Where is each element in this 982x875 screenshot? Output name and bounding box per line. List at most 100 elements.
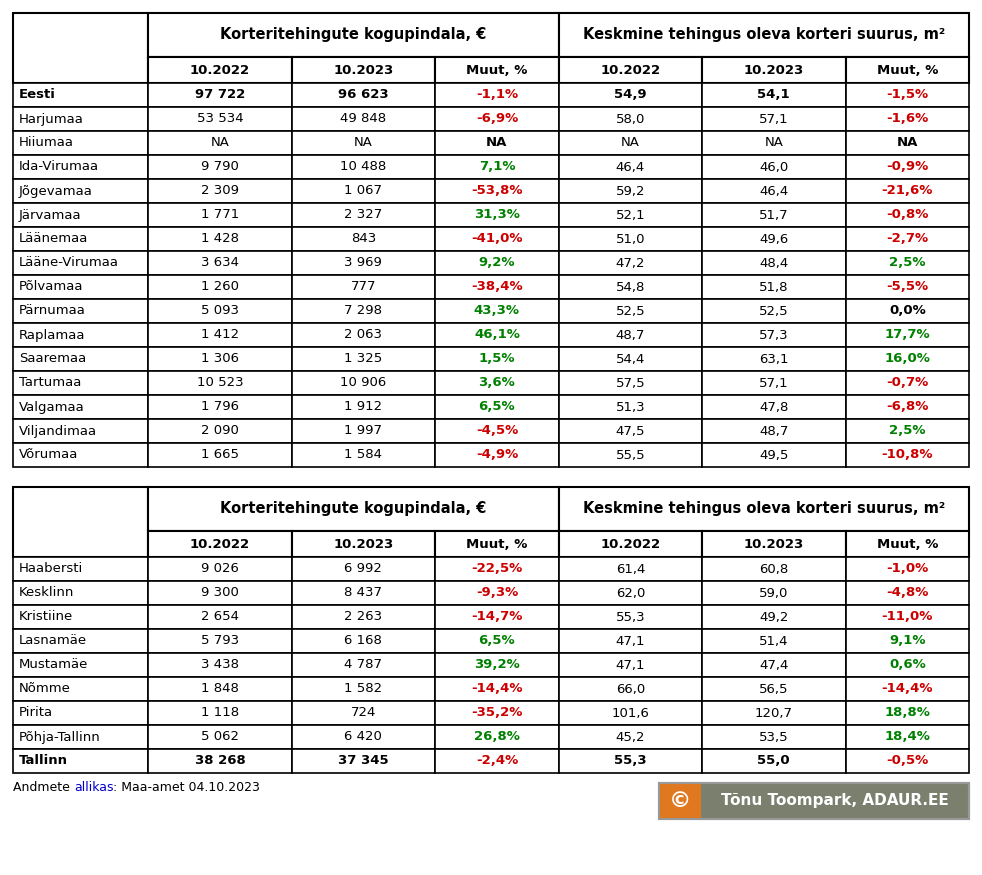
Text: 66,0: 66,0 <box>616 682 645 696</box>
Text: 3 438: 3 438 <box>201 659 239 671</box>
Bar <box>559 653 702 677</box>
Text: 31,3%: 31,3% <box>474 208 519 221</box>
Bar <box>846 227 969 251</box>
Text: 9 300: 9 300 <box>201 586 239 599</box>
Text: 1 912: 1 912 <box>345 401 382 414</box>
Text: 9,2%: 9,2% <box>478 256 516 270</box>
Bar <box>846 605 969 629</box>
Text: NA: NA <box>764 136 784 150</box>
Bar <box>702 653 846 677</box>
Bar <box>435 323 559 347</box>
Text: 120,7: 120,7 <box>755 706 792 719</box>
Text: Saaremaa: Saaremaa <box>19 353 86 366</box>
Bar <box>702 155 846 179</box>
Bar <box>702 629 846 653</box>
Text: Jõgevamaa: Jõgevamaa <box>19 185 93 198</box>
Bar <box>292 83 435 107</box>
Text: 2 063: 2 063 <box>345 328 382 341</box>
Text: 47,2: 47,2 <box>616 256 645 270</box>
Bar <box>148 557 292 581</box>
Text: 843: 843 <box>351 233 376 246</box>
Text: -1,1%: -1,1% <box>476 88 518 102</box>
Text: 1 997: 1 997 <box>345 424 382 438</box>
Bar <box>435 83 559 107</box>
Text: NA: NA <box>210 136 230 150</box>
Bar <box>702 443 846 467</box>
Text: Järvamaa: Järvamaa <box>19 208 82 221</box>
Bar <box>846 443 969 467</box>
Bar <box>702 83 846 107</box>
Bar <box>13 371 148 395</box>
Text: -10,8%: -10,8% <box>882 449 933 461</box>
Text: Muut, %: Muut, % <box>466 64 527 76</box>
Bar <box>148 531 292 557</box>
Bar <box>148 581 292 605</box>
Text: 7 298: 7 298 <box>345 304 382 318</box>
Text: -0,7%: -0,7% <box>886 376 928 389</box>
Bar <box>148 227 292 251</box>
Bar <box>148 701 292 725</box>
Text: 6 420: 6 420 <box>345 731 382 744</box>
Text: -4,9%: -4,9% <box>475 449 518 461</box>
Bar <box>559 629 702 653</box>
Text: 51,3: 51,3 <box>616 401 645 414</box>
Bar <box>292 653 435 677</box>
Text: 59,2: 59,2 <box>616 185 645 198</box>
Bar <box>846 203 969 227</box>
Bar <box>148 749 292 773</box>
Text: 49,2: 49,2 <box>759 611 789 624</box>
Text: 1 665: 1 665 <box>201 449 239 461</box>
Bar <box>702 227 846 251</box>
Bar <box>702 557 846 581</box>
Bar <box>435 347 559 371</box>
Bar <box>435 677 559 701</box>
Text: -35,2%: -35,2% <box>471 706 522 719</box>
Text: Muut, %: Muut, % <box>466 537 527 550</box>
Bar <box>292 57 435 83</box>
Text: 60,8: 60,8 <box>759 563 789 576</box>
Text: 2 263: 2 263 <box>345 611 382 624</box>
Bar <box>435 701 559 725</box>
Bar <box>148 179 292 203</box>
Bar <box>148 299 292 323</box>
Bar <box>13 107 148 131</box>
Text: 10.2022: 10.2022 <box>600 537 661 550</box>
Text: 62,0: 62,0 <box>616 586 645 599</box>
Bar <box>559 605 702 629</box>
Text: Tõnu Toompark, ADAUR.EE: Tõnu Toompark, ADAUR.EE <box>721 794 949 808</box>
Bar <box>148 443 292 467</box>
Text: 1,5%: 1,5% <box>478 353 516 366</box>
Bar <box>292 299 435 323</box>
Text: 63,1: 63,1 <box>759 353 789 366</box>
Text: NA: NA <box>621 136 640 150</box>
Bar <box>13 131 148 155</box>
Bar <box>292 107 435 131</box>
Bar <box>559 299 702 323</box>
Bar <box>846 299 969 323</box>
Bar <box>13 443 148 467</box>
Text: 5 093: 5 093 <box>201 304 239 318</box>
Bar <box>659 783 701 819</box>
Text: 10 488: 10 488 <box>341 160 387 173</box>
Text: : Maa-amet 04.10.2023: : Maa-amet 04.10.2023 <box>113 781 260 794</box>
Bar <box>13 395 148 419</box>
Text: 48,7: 48,7 <box>759 424 789 438</box>
Bar <box>292 443 435 467</box>
Bar <box>702 701 846 725</box>
Text: 1 584: 1 584 <box>345 449 382 461</box>
Bar <box>435 57 559 83</box>
Text: ©: © <box>669 791 691 811</box>
Text: Korteritehingute kogupindala, €: Korteritehingute kogupindala, € <box>220 27 487 43</box>
Bar <box>559 251 702 275</box>
Bar <box>846 677 969 701</box>
Text: 37 345: 37 345 <box>338 754 389 767</box>
Bar <box>292 347 435 371</box>
Text: 1 796: 1 796 <box>201 401 239 414</box>
Bar <box>559 557 702 581</box>
Bar <box>13 83 148 107</box>
Text: 3 634: 3 634 <box>201 256 239 270</box>
Text: 6,5%: 6,5% <box>478 401 516 414</box>
Text: 7,1%: 7,1% <box>478 160 516 173</box>
Text: Pärnumaa: Pärnumaa <box>19 304 85 318</box>
Bar <box>559 487 969 531</box>
